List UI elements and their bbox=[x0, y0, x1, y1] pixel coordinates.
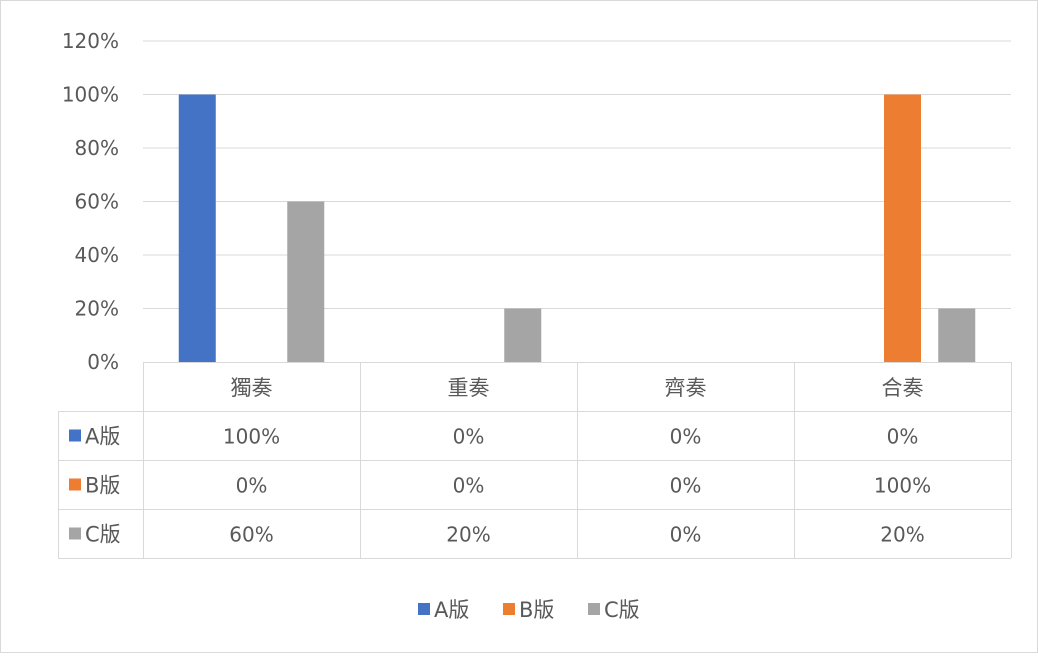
y-tick-label: 20% bbox=[75, 297, 119, 321]
table-cell-value: 100% bbox=[223, 425, 280, 449]
bar bbox=[287, 201, 325, 362]
bar bbox=[884, 94, 921, 362]
category-label: 獨奏 bbox=[231, 376, 273, 400]
table-cell-value: 20% bbox=[880, 523, 924, 547]
table-cell-value: 20% bbox=[446, 523, 490, 547]
table-cell-value: 0% bbox=[887, 425, 919, 449]
table-cell-value: 0% bbox=[670, 425, 702, 449]
bar bbox=[938, 308, 976, 362]
legend: A版 B版 C版 bbox=[418, 598, 640, 622]
row-legend-key bbox=[69, 429, 81, 442]
bar bbox=[504, 308, 542, 362]
y-tick-label: 100% bbox=[62, 83, 119, 107]
bars bbox=[178, 94, 976, 362]
table-cell-value: 0% bbox=[453, 474, 485, 498]
y-tick-label: 40% bbox=[75, 243, 119, 267]
row-series-label: C版 bbox=[85, 523, 121, 547]
category-label: 齊奏 bbox=[665, 376, 707, 400]
category-label: 重奏 bbox=[448, 376, 490, 400]
legend-label: C版 bbox=[604, 598, 640, 622]
table-cell-value: 60% bbox=[229, 523, 273, 547]
legend-label: A版 bbox=[434, 598, 469, 622]
bar bbox=[178, 94, 216, 362]
table-cell-value: 0% bbox=[670, 474, 702, 498]
y-tick-label: 80% bbox=[75, 136, 119, 160]
row-legend-key bbox=[69, 527, 81, 540]
data-table-lines bbox=[58, 362, 1012, 559]
table-cell-value: 0% bbox=[236, 474, 268, 498]
legend-key bbox=[418, 603, 430, 615]
y-tick-label: 60% bbox=[75, 190, 119, 214]
table-cell-value: 0% bbox=[670, 523, 702, 547]
row-series-label: B版 bbox=[85, 474, 120, 498]
row-series-label: A版 bbox=[85, 425, 120, 449]
category-label: 合奏 bbox=[882, 376, 924, 400]
y-tick-label: 0% bbox=[87, 350, 119, 374]
y-axis-ticks: 0% 20% 40% 60% 80% 100% 120% bbox=[62, 29, 119, 374]
table-cell-value: 100% bbox=[874, 474, 931, 498]
row-legend-key bbox=[69, 478, 81, 491]
data-table: 獨奏 重奏 齊奏 合奏 A版 100% 0% 0% 0% B版 0% 0% 0% 100% C版 60% 20%… bbox=[69, 376, 931, 547]
y-tick-label: 120% bbox=[62, 29, 119, 53]
gridlines bbox=[143, 40, 1011, 309]
legend-key bbox=[503, 603, 515, 615]
legend-label: B版 bbox=[519, 598, 554, 622]
legend-key bbox=[588, 603, 600, 615]
table-cell-value: 0% bbox=[453, 425, 485, 449]
